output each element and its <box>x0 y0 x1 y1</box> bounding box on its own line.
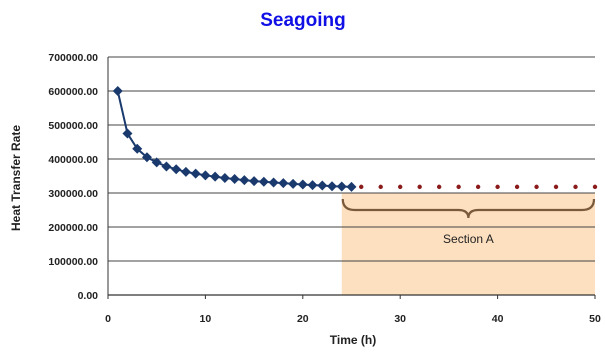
axis-layer: 0.00 100000.00 200000.00 300000.00 400000.00… <box>48 52 601 325</box>
annot-layer: Section A <box>341 198 596 246</box>
data-point <box>592 184 598 190</box>
data-point <box>514 184 520 190</box>
y-tick-label: 100000.00 <box>48 256 98 268</box>
data-point <box>398 184 403 190</box>
data-point <box>141 152 152 163</box>
data-point <box>171 164 182 175</box>
data-point <box>573 184 578 190</box>
data-point <box>180 166 191 177</box>
data-point <box>219 173 230 184</box>
data-point <box>359 184 364 190</box>
data-point <box>161 161 172 172</box>
y-tick-label: 700000.00 <box>48 52 98 64</box>
section-a-label: Section A <box>443 232 494 246</box>
x-axis-label: Time (h) <box>330 333 376 347</box>
grid-layer <box>108 56 595 262</box>
data-point <box>210 171 221 182</box>
data-point <box>239 175 250 186</box>
data-point <box>553 184 559 190</box>
data-point <box>151 157 162 168</box>
y-tick-label: 400000.00 <box>48 154 98 166</box>
series-line <box>116 90 352 188</box>
data-point <box>456 184 461 190</box>
data-point <box>200 170 211 181</box>
data-point <box>112 86 123 96</box>
data-point <box>495 184 500 190</box>
data-point <box>278 178 289 189</box>
y-tick-label: 0.00 <box>78 290 99 302</box>
x-tick-label: 20 <box>297 313 309 325</box>
y-tick-label: 200000.00 <box>48 222 98 234</box>
section-a-brace <box>341 198 596 219</box>
y-axis-label: Heat Transfer Rate <box>9 125 23 231</box>
data-point <box>534 184 539 190</box>
data-point <box>249 176 260 187</box>
data-point <box>229 174 240 185</box>
data-point <box>475 184 481 190</box>
data-point <box>317 180 328 191</box>
data-point <box>327 181 338 192</box>
data-point <box>346 181 357 192</box>
data-point <box>436 184 442 190</box>
y-tick-label: 300000.00 <box>48 188 98 200</box>
data-point <box>336 181 347 192</box>
x-tick-label: 50 <box>589 313 601 325</box>
x-tick-label: 30 <box>394 313 406 325</box>
data-point <box>307 180 318 191</box>
y-tick-label: 600000.00 <box>48 86 98 98</box>
x-tick-label: 40 <box>492 313 504 325</box>
data-point <box>258 176 269 187</box>
data-point <box>417 184 422 190</box>
data-point <box>132 143 143 154</box>
chart-title: Seagoing <box>260 10 346 31</box>
series-layer <box>112 86 598 192</box>
data-point <box>288 178 299 189</box>
data-point <box>268 177 279 188</box>
data-point <box>378 184 383 190</box>
data-point <box>122 128 133 139</box>
data-point <box>190 168 201 179</box>
x-tick-label: 0 <box>105 313 111 325</box>
y-tick-label: 500000.00 <box>48 120 98 132</box>
data-point <box>297 179 308 190</box>
x-tick-label: 10 <box>200 313 212 325</box>
